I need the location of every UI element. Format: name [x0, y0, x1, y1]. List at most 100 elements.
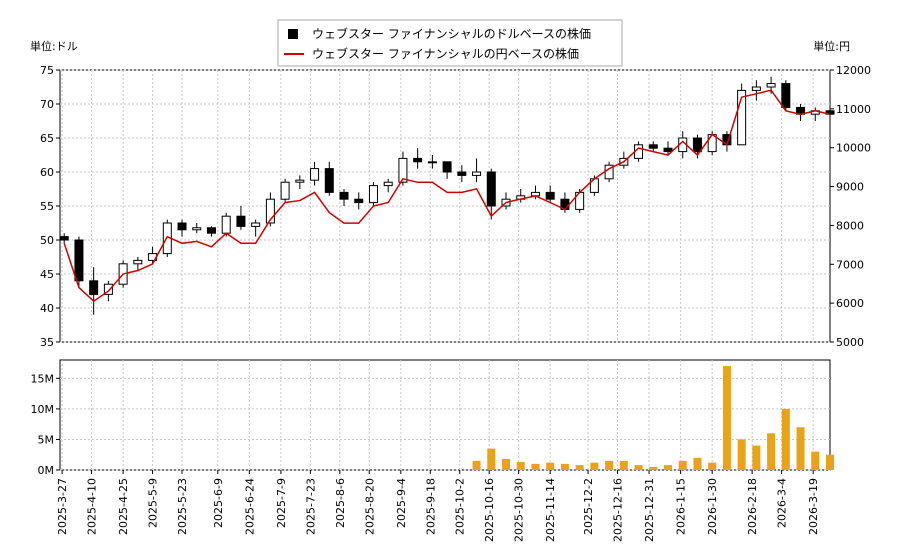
y2-tick-label: 11000 — [836, 103, 871, 116]
candle-body — [177, 222, 187, 231]
x-tick-label: 2025-10-30 — [513, 478, 526, 542]
candle-body — [766, 83, 776, 88]
volume-bar — [781, 408, 790, 470]
candle-body — [221, 215, 231, 234]
x-tick-label: 2025-12-2 — [582, 478, 595, 535]
volume-bar — [649, 466, 658, 470]
candle-body — [339, 191, 349, 200]
volume-bar — [722, 366, 731, 470]
volume-bar — [516, 462, 525, 470]
x-tick-label: 2026-3-4 — [776, 478, 789, 528]
candle-body — [236, 215, 246, 227]
y2-tick-label: 9000 — [836, 181, 864, 194]
volume-bar — [664, 465, 673, 470]
candle-body — [737, 89, 747, 146]
y-tick-label: 40 — [40, 302, 54, 315]
volume-bar — [767, 433, 776, 470]
x-tick-label: 2025-10-16 — [483, 478, 496, 542]
volume-bar — [752, 445, 761, 470]
y2-tick-label: 5000 — [836, 336, 864, 349]
candle-body — [486, 171, 496, 207]
candle-body — [251, 222, 261, 227]
x-tick-label: 2025-9-4 — [395, 478, 408, 528]
candle-body — [74, 239, 84, 282]
x-tick-label: 2026-1-30 — [706, 478, 719, 535]
candle-body — [133, 259, 143, 265]
volume-bar — [796, 427, 805, 470]
y-axis-label: 単位:ドル — [30, 39, 78, 53]
y2-tick-label: 12000 — [836, 64, 871, 77]
candle-body — [781, 83, 791, 108]
volume-tick-label: 15M — [31, 372, 55, 385]
x-tick-label: 2025-6-9 — [212, 478, 225, 528]
volume-bar — [546, 462, 555, 470]
x-tick-label: 2025-8-20 — [363, 478, 376, 535]
candle-body — [280, 181, 290, 200]
candle-body — [413, 157, 423, 163]
x-tick-label: 2025-11-14 — [544, 478, 557, 542]
candle-body — [310, 168, 320, 181]
candle-body — [442, 161, 452, 173]
y-tick-label: 70 — [40, 98, 54, 111]
y-tick-label: 60 — [40, 166, 54, 179]
candle-body — [103, 283, 113, 295]
candle-body — [751, 86, 761, 91]
y-tick-label: 75 — [40, 64, 54, 77]
volume-bar — [708, 462, 717, 470]
y2-tick-label: 10000 — [836, 142, 871, 155]
volume-bar — [634, 465, 643, 470]
volume-bar — [811, 451, 820, 470]
volume-bar — [826, 454, 834, 470]
x-tick-label: 2025-7-23 — [304, 478, 317, 535]
x-tick-label: 2026-3-19 — [807, 478, 820, 535]
x-tick-label: 2025-7-9 — [275, 478, 288, 528]
candle-body — [354, 198, 364, 204]
y-tick-label: 55 — [40, 200, 54, 213]
x-tick-label: 2025-6-24 — [243, 478, 256, 535]
x-tick-label: 2025-4-10 — [86, 478, 99, 535]
candle-body — [206, 227, 216, 234]
volume-bar — [472, 460, 481, 470]
volume-bar — [502, 459, 511, 470]
y2-tick-label: 7000 — [836, 258, 864, 271]
candle-body — [427, 161, 437, 164]
x-tick-label: 2025-12-31 — [643, 478, 656, 542]
x-tick-label: 2026-2-18 — [746, 478, 759, 535]
candle-body — [472, 171, 482, 176]
candle-body — [368, 185, 378, 204]
candle-body — [398, 157, 408, 183]
volume-frame — [59, 359, 831, 471]
y-tick-label: 45 — [40, 268, 54, 281]
x-tick-label: 2026-1-15 — [675, 478, 688, 535]
candle-body — [265, 198, 275, 224]
legend-marker — [288, 29, 298, 39]
x-tick-label: 2025-8-6 — [334, 478, 347, 528]
volume-bar — [487, 448, 496, 470]
candle-body — [192, 227, 202, 231]
volume-bar — [678, 460, 687, 470]
candle-body — [457, 171, 467, 176]
y2-axis-label: 単位:円 — [813, 39, 850, 53]
legend-label: ウェブスター ファイナンシャルの円ベースの株価 — [312, 46, 579, 61]
x-tick-label: 2025-4-25 — [117, 478, 130, 535]
candle-body — [295, 179, 305, 183]
price-line-yen — [63, 89, 831, 303]
y2-tick-label: 8000 — [836, 219, 864, 232]
volume-bar — [575, 465, 584, 470]
volume-bar — [590, 462, 599, 470]
candle-body — [383, 181, 393, 187]
volume-bar — [619, 460, 628, 470]
x-tick-label: 2025-10-2 — [454, 478, 467, 535]
candle-body — [545, 191, 555, 200]
candle-body — [89, 280, 99, 295]
volume-tick-label: 0M — [38, 464, 55, 477]
candle-body — [663, 147, 673, 153]
volume-bar — [560, 463, 569, 470]
x-tick-label: 2025-12-16 — [612, 478, 625, 542]
x-tick-label: 2025-3-27 — [56, 478, 69, 535]
candle-body — [692, 137, 702, 153]
legend-box — [277, 19, 623, 67]
y2-tick-label: 6000 — [836, 297, 864, 310]
x-tick-label: 2025-5-23 — [176, 478, 189, 535]
y-tick-label: 65 — [40, 132, 54, 145]
